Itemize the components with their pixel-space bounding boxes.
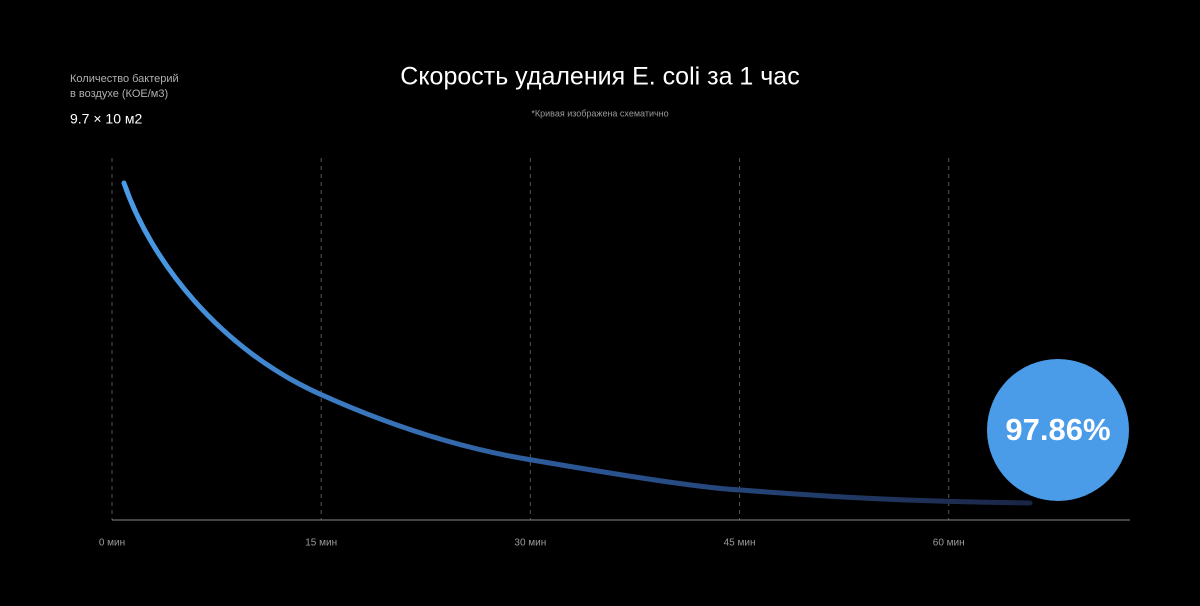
x-tick-label: 30 мин: [514, 538, 546, 549]
chart-title: Скорость удаления E. coli за 1 час: [400, 63, 799, 91]
x-tick-label: 0 мин: [99, 538, 125, 549]
y-axis-label: Количество бактерий: [70, 73, 179, 85]
schematic-curve: [121, 180, 1033, 506]
chart-note: *Кривая изображена схематично: [531, 108, 668, 118]
result-badge: [987, 359, 1129, 501]
x-tick-label: 15 мин: [305, 538, 337, 549]
result-label: 97.86%: [1005, 412, 1110, 447]
x-tick-label: 45 мин: [724, 538, 756, 549]
x-tick-label: 60 мин: [933, 538, 965, 549]
start-value: 9.7 × 10 м2: [70, 111, 143, 127]
y-axis-label: в воздухе (КОЕ/м3): [70, 88, 168, 100]
